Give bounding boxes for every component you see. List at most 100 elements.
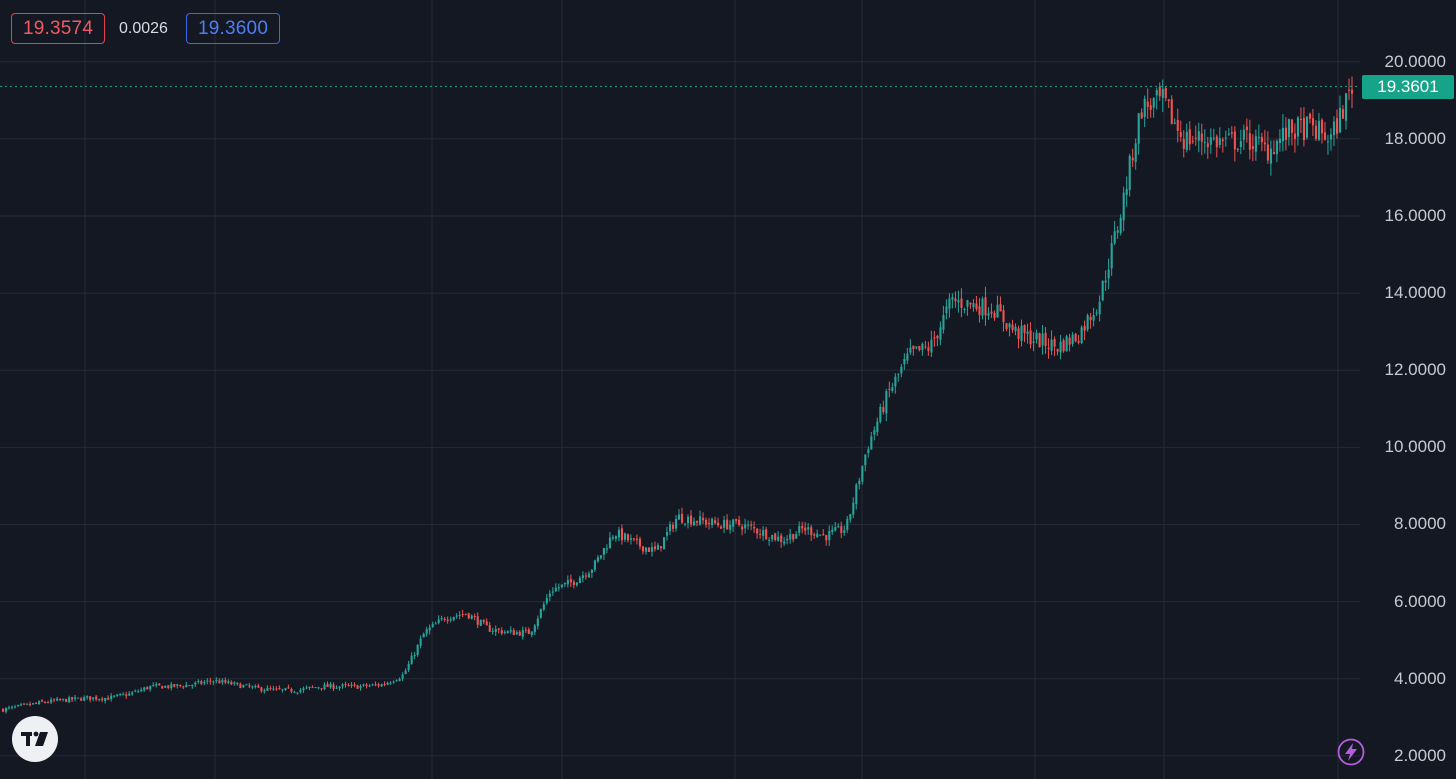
candle-body [62,698,65,700]
bid-price-box[interactable]: 19.3574 [11,13,106,44]
candle-body [984,297,987,316]
candle-body [284,688,287,691]
candle-body [699,516,702,525]
candle-body [1215,136,1218,148]
candle-body [810,527,813,536]
candle-body [479,620,482,626]
candle-body [1125,188,1128,196]
candle-body [392,681,395,683]
candle-body [1245,126,1248,131]
candle-body [131,692,134,695]
candle-body [353,684,356,686]
candle-body [732,519,735,527]
candle-body [140,689,143,692]
candle-body [446,619,449,621]
candle-body [296,692,299,694]
candle-body [275,688,278,690]
candle-body [218,680,221,684]
candle-body [74,697,77,699]
candle-body [768,539,771,541]
candle-body [665,532,669,536]
candle-body [578,577,581,584]
candle-body [678,514,681,520]
candle-body [1065,336,1068,352]
candle-body [569,579,572,583]
candle-body [8,707,11,709]
candle-body [515,632,518,635]
candle-body [632,538,636,540]
candle-body [1350,89,1354,94]
candle-body [870,436,873,450]
candle-body [287,687,290,689]
candle-body [1320,119,1324,134]
candle-body [449,619,452,621]
candle-body [128,693,131,696]
candle-body [855,484,858,505]
candle-body [563,582,566,585]
candle-body [720,526,723,529]
candle-body [224,680,227,683]
candle-body [690,515,693,525]
candle-body [599,555,602,559]
candle-body [723,519,726,528]
candle-body [849,514,852,520]
candle-body [936,335,939,339]
candle-body [948,298,951,309]
candle-body [221,680,224,683]
candle-body [518,631,521,636]
candle-body [305,687,308,689]
candle-body [741,526,744,530]
lightning-bolt-icon[interactable] [1336,737,1366,767]
candle-body [416,644,419,655]
candle-body [1032,341,1035,343]
candle-body [1308,113,1312,119]
candle-body [1086,315,1089,330]
tradingview-logo-icon[interactable] [12,716,58,762]
ask-price-box[interactable]: 19.3600 [186,13,281,44]
candle-body [602,548,605,555]
candle-body [239,683,242,689]
candle-body [906,353,909,361]
candle-body [771,534,774,540]
candle-body [50,699,53,703]
candle-body [1281,127,1284,142]
candle-body [137,691,140,693]
candle-body [458,614,461,616]
candle-body [1044,332,1047,346]
candle-body [317,687,320,689]
candle-body [641,546,645,552]
candle-body [1299,118,1303,121]
candle-body [726,519,729,530]
candle-body [1332,121,1336,136]
candle-body [23,703,26,705]
candle-body [1200,133,1203,142]
candle-body [635,538,639,540]
candle-body [95,696,98,700]
candle-body [470,615,473,619]
candle-body [1182,138,1185,149]
candle-body [173,684,176,687]
candle-body [92,697,95,700]
candle-body [356,685,359,689]
candle-body [500,630,503,634]
candle-body [693,521,696,526]
candle-body [1059,341,1062,353]
candle-body [1047,347,1050,350]
candle-body [969,302,972,305]
candle-body [89,696,92,700]
candle-body [86,696,89,698]
candle-body [1323,132,1327,140]
candle-body [1101,280,1104,301]
candle-body [410,655,413,665]
candle-body [1110,243,1113,269]
candle-body [1140,112,1143,119]
candle-body [975,303,978,310]
y-tick-label: 12.0000 [1384,360,1446,380]
candle-body [461,614,464,616]
candle-body [533,625,536,633]
candle-body [1152,98,1155,108]
candle-body [419,638,422,646]
candle-body [194,682,197,685]
candle-body [44,702,47,704]
